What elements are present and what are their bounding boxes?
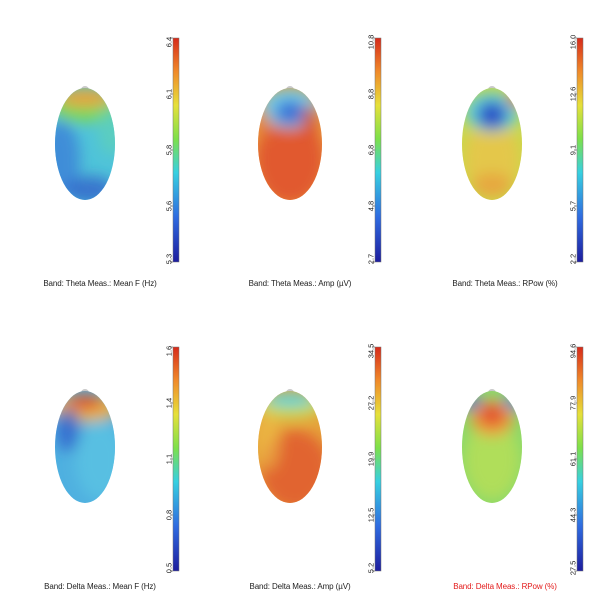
map-region xyxy=(472,173,512,197)
colorbar-tick-label: 10.8 xyxy=(366,34,376,50)
colorbar-tick-label: 1.6 xyxy=(164,345,174,357)
map-caption: Band: Delta Meas.: Amp (µV) xyxy=(249,582,351,591)
colorbar-tick-label: 77.9 xyxy=(568,395,578,411)
map-region xyxy=(503,394,522,410)
colorbar-tick-label: 61.1 xyxy=(568,451,578,467)
colorbar-tick-label: 5.7 xyxy=(568,200,578,212)
map-region xyxy=(75,420,115,500)
colorbar-tick-label: 12.5 xyxy=(366,507,376,523)
colorbar-tick-label: 4.8 xyxy=(366,200,376,212)
colorbar-2 xyxy=(374,37,382,263)
colorbar-tick-label: 12.6 xyxy=(568,86,578,102)
map-region xyxy=(258,410,280,470)
map-region xyxy=(464,420,520,500)
head-map-6 xyxy=(462,389,522,503)
map-caption: Band: Theta Meas.: Amp (µV) xyxy=(248,279,352,288)
colorbar-tick-label: 0.8 xyxy=(164,509,174,521)
colorbar-3 xyxy=(576,37,584,263)
map-region xyxy=(508,93,522,107)
colorbar-tick-label: 1.4 xyxy=(164,397,174,409)
colorbar-tick-label: 9.1 xyxy=(568,144,578,156)
colorbar-tick-label: 16.0 xyxy=(568,34,578,50)
colorbar-1 xyxy=(172,37,180,263)
colorbar-tick-label: 2.2 xyxy=(568,253,578,265)
colorbar-tick-label: 8.8 xyxy=(366,88,376,100)
map-region xyxy=(56,408,80,452)
colorbar-tick-label: 19.9 xyxy=(366,451,376,467)
colorbar-6 xyxy=(576,346,584,572)
map-region xyxy=(98,105,115,155)
map-region xyxy=(302,104,318,136)
colorbar-tick-label: 1.1 xyxy=(164,453,174,465)
colorbar-tick-label: 5.8 xyxy=(164,144,174,156)
map-region xyxy=(462,394,482,410)
head-map-5 xyxy=(258,389,322,503)
map-region xyxy=(275,100,305,124)
colorbar-tick-label: 27.2 xyxy=(366,395,376,411)
head-map-3 xyxy=(462,86,522,200)
head-map-1 xyxy=(55,86,115,200)
colorbar-tick-label: 6.4 xyxy=(164,36,174,48)
map-region xyxy=(258,109,270,141)
map-region xyxy=(55,120,80,200)
map-region xyxy=(57,89,113,107)
map-region xyxy=(480,405,504,425)
map-region xyxy=(67,395,103,409)
map-caption: Band: Theta Meas.: RPow (%) xyxy=(452,279,558,288)
colorbar-tick-label: 27.5 xyxy=(568,560,578,576)
colorbar-5 xyxy=(374,346,382,572)
colorbar-tick-label: 5.3 xyxy=(164,253,174,265)
colorbar-4 xyxy=(172,346,180,572)
head-map-4 xyxy=(55,389,115,503)
map-region xyxy=(65,176,115,200)
head-map-2 xyxy=(258,86,322,200)
colorbar-tick-label: 94.6 xyxy=(568,343,578,359)
map-region xyxy=(265,393,315,407)
colorbar-tick-label: 0.5 xyxy=(164,562,174,574)
colorbar-tick-label: 34.5 xyxy=(366,343,376,359)
map-caption: Band: Theta Meas.: Mean F (Hz) xyxy=(43,279,157,288)
colorbar-tick-label: 2.7 xyxy=(366,253,376,265)
colorbar-tick-label: 6.1 xyxy=(164,88,174,100)
colorbar-tick-label: 5.2 xyxy=(366,562,376,574)
colorbar-tick-label: 6.8 xyxy=(366,144,376,156)
map-caption: Band: Delta Meas.: Mean F (Hz) xyxy=(44,582,156,591)
map-caption: Band: Delta Meas.: RPow (%) xyxy=(453,582,557,591)
colorbar-tick-label: 5.6 xyxy=(164,200,174,212)
map-region xyxy=(477,101,507,129)
map-region xyxy=(258,115,322,200)
colorbar-tick-label: 44.3 xyxy=(568,507,578,523)
